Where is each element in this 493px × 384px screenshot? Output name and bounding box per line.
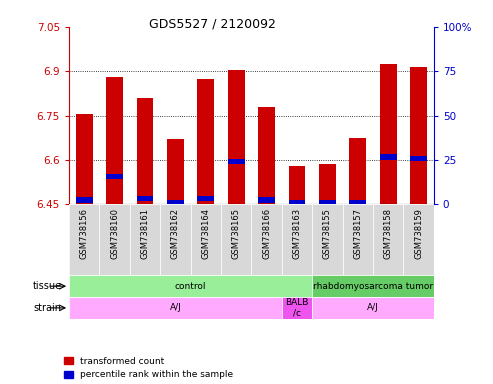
Bar (221, 204, 251, 275)
Text: GSM738160: GSM738160 (110, 208, 119, 259)
Bar (403, 204, 434, 275)
Text: control: control (175, 282, 207, 291)
Text: tissue: tissue (33, 281, 62, 291)
Text: GSM738161: GSM738161 (141, 208, 149, 259)
Text: GSM738156: GSM738156 (80, 208, 89, 259)
Legend: transformed count, percentile rank within the sample: transformed count, percentile rank withi… (64, 357, 233, 379)
Bar (137, 196, 153, 201)
Bar (228, 159, 245, 164)
Text: GSM738163: GSM738163 (292, 208, 302, 259)
Bar (130, 204, 160, 275)
Bar (191, 204, 221, 275)
Text: GSM738159: GSM738159 (414, 208, 423, 259)
Bar (106, 77, 123, 204)
Bar (410, 156, 427, 161)
Text: GSM738165: GSM738165 (232, 208, 241, 259)
Bar (251, 204, 282, 275)
Bar (343, 204, 373, 275)
Bar (410, 67, 427, 204)
Bar (258, 107, 275, 204)
Text: GSM738158: GSM738158 (384, 208, 393, 259)
Bar (69, 275, 312, 297)
Text: GSM738155: GSM738155 (323, 208, 332, 259)
Bar (198, 196, 214, 201)
Text: GSM738157: GSM738157 (353, 208, 362, 259)
Bar (69, 297, 282, 319)
Text: A/J: A/J (367, 303, 379, 312)
Bar (160, 204, 191, 275)
Bar (167, 200, 184, 205)
Bar (380, 154, 396, 160)
Text: rhabdomyosarcoma tumor: rhabdomyosarcoma tumor (313, 282, 433, 291)
Bar (282, 297, 312, 319)
Bar (198, 79, 214, 204)
Bar (69, 204, 100, 275)
Bar (380, 64, 396, 204)
Bar (289, 200, 305, 205)
Text: A/J: A/J (170, 303, 181, 312)
Text: BALB
/c: BALB /c (285, 298, 309, 318)
Bar (137, 98, 153, 204)
Bar (76, 114, 93, 204)
Bar (282, 204, 312, 275)
Bar (228, 70, 245, 204)
Bar (167, 139, 184, 204)
Bar (100, 204, 130, 275)
Bar (312, 275, 434, 297)
Bar (319, 164, 336, 204)
Bar (258, 197, 275, 203)
Text: GSM738162: GSM738162 (171, 208, 180, 259)
Bar (289, 166, 305, 204)
Bar (312, 297, 434, 319)
Bar (350, 200, 366, 205)
Text: GSM738166: GSM738166 (262, 208, 271, 259)
Bar (312, 204, 343, 275)
Bar (350, 138, 366, 204)
Bar (319, 200, 336, 205)
Text: GSM738164: GSM738164 (201, 208, 211, 259)
Bar (76, 197, 93, 203)
Bar (373, 204, 403, 275)
Text: GDS5527 / 2120092: GDS5527 / 2120092 (148, 17, 276, 30)
Bar (106, 174, 123, 179)
Text: strain: strain (34, 303, 62, 313)
